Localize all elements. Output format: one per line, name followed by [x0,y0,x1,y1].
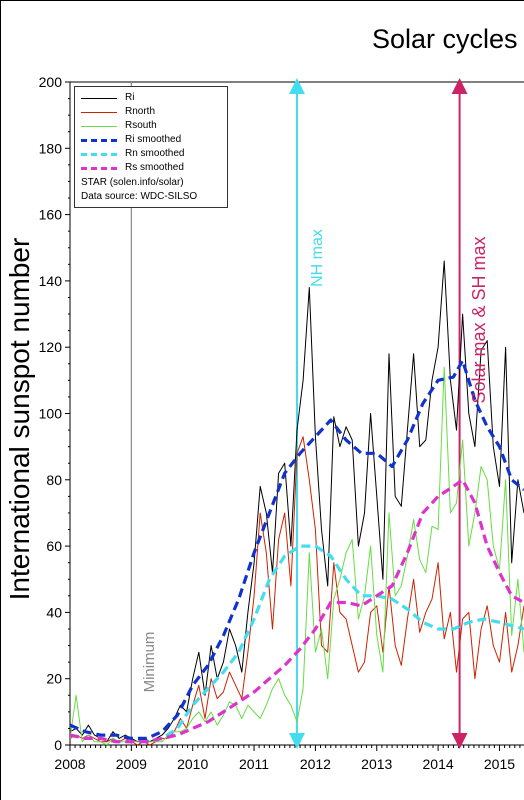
y-tick-label-60: 60 [46,538,62,554]
y-tick-label-20: 20 [46,671,62,687]
x-tick-label-2015: 2015 [484,756,515,772]
legend-swatch [81,138,117,142]
left-border [0,0,1,800]
x-tick-label-2011: 2011 [239,756,269,772]
annotation-label-2: Solar max & SH max [469,236,489,403]
legend-label: Rs smoothed [125,162,184,173]
y-tick-label-200: 200 [39,74,63,90]
legend-label: Rn smoothed [125,148,185,159]
y-tick-label-100: 100 [39,406,63,422]
legend: Ri Rnorth Rsouth Ri smoothed Rn smoothed Rs s… [74,86,228,208]
x-tick-label-2009: 2009 [116,756,147,772]
chart-title: Solar cycles [372,24,518,54]
legend-swatch [81,125,117,127]
legend-swatch [81,152,117,156]
legend-label: Ri smoothed [125,134,182,145]
x-tick-label-2010: 2010 [177,756,208,772]
legend-swatch [81,166,117,170]
y-tick-label-80: 80 [46,472,62,488]
legend-label: Rsouth [125,120,157,131]
legend-item-rs-smoothed: Rs smoothed [81,161,184,175]
series-line-rs-smoothed [70,478,524,744]
legend-item-rsouth: Rsouth [81,119,157,133]
legend-swatch [81,97,117,99]
legend-item-rnorth: Rnorth [81,105,155,119]
x-tick-label-2008: 2008 [54,756,85,772]
x-tick-label-2012: 2012 [300,756,331,772]
legend-label: Ri [125,92,135,103]
legend-item-rn-smoothed: Rn smoothed [81,147,184,161]
legend-note-source: Data source: WDC-SILSO [81,191,198,202]
y-tick-label-40: 40 [46,604,62,620]
y-tick-label-180: 180 [39,140,63,156]
x-tick-label-2014: 2014 [423,756,454,772]
y-tick-label-160: 160 [39,207,63,223]
y-tick-label-120: 120 [39,339,63,355]
legend-swatch [81,111,117,113]
y-tick-label-0: 0 [54,737,62,753]
x-tick-label-2013: 2013 [361,756,392,772]
legend-item-ri: Ri [81,91,134,105]
top-border [0,0,524,1]
annotation-label-0: Minimum [141,632,158,693]
legend-item-ri-smoothed: Ri smoothed [81,133,181,147]
y-tick-label-140: 140 [39,273,63,289]
series-line-ri-smoothed [70,358,524,741]
annotation-label-1: NH max [309,229,326,287]
legend-label: Rnorth [125,106,156,117]
legend-note-star: STAR (solen.info/solar) [81,177,184,188]
